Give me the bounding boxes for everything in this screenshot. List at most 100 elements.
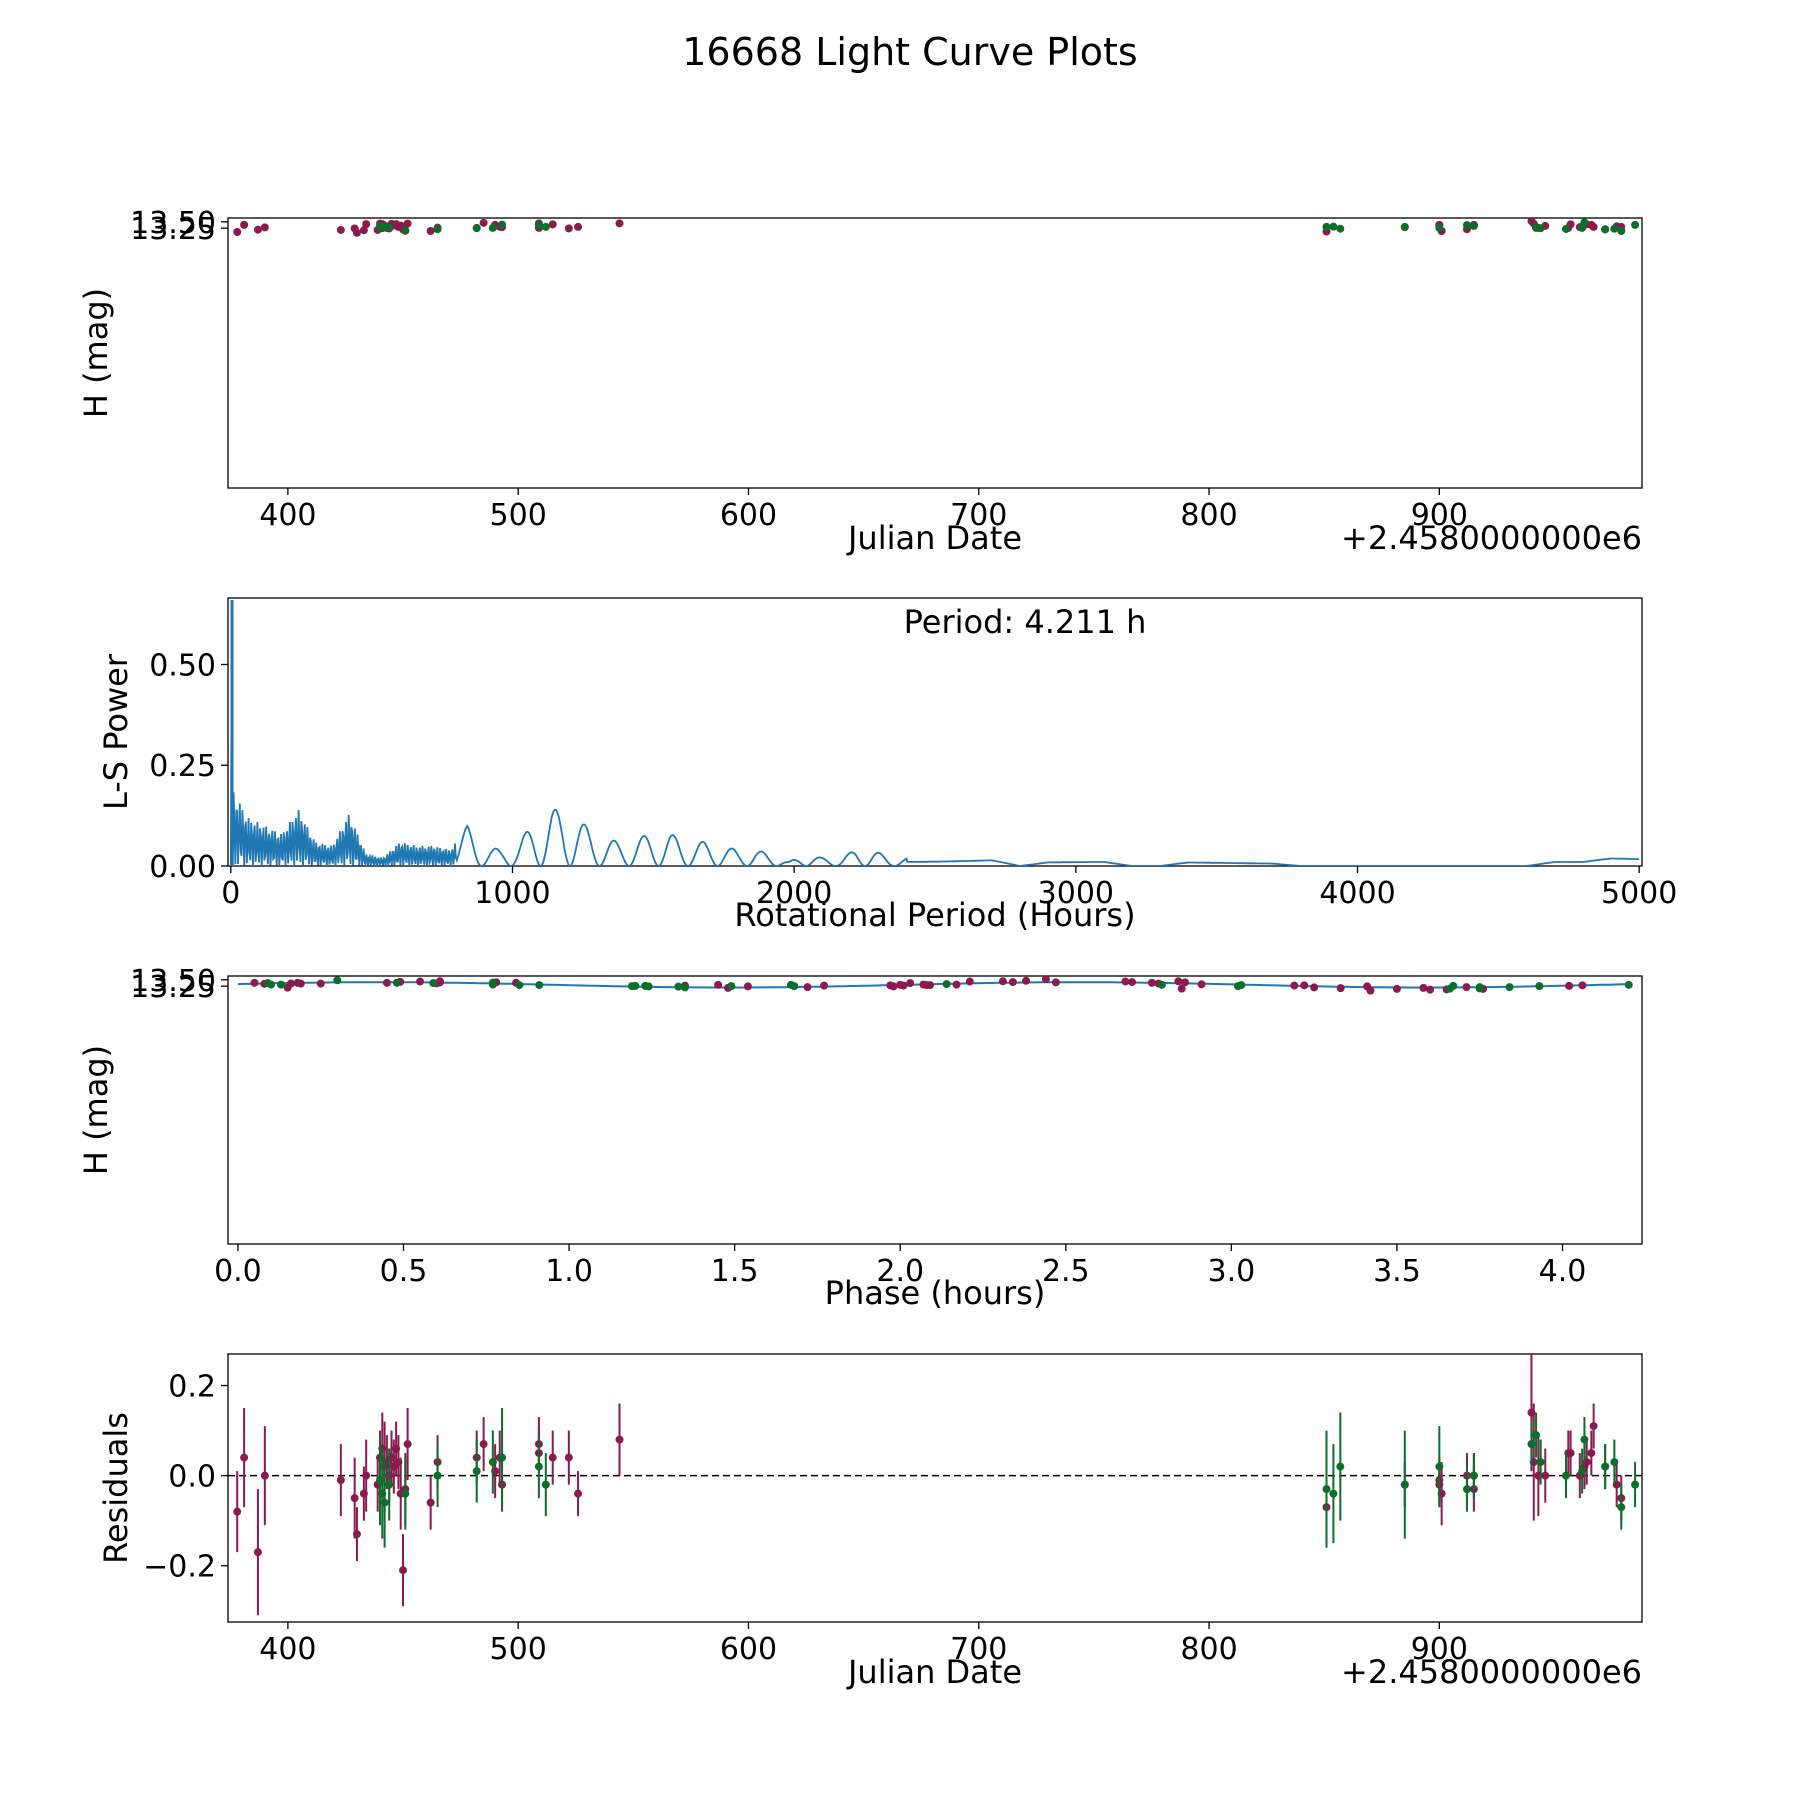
data-point [250,978,259,987]
data-point [260,223,269,232]
y-tick-label: 0.0 [168,1460,216,1495]
x-tick-label: 900 [1411,1632,1468,1667]
x-tick-label: 0 [221,876,240,911]
x-axis-label: Julian Date [846,1653,1022,1691]
data-point [1310,983,1319,992]
data-point [336,225,345,234]
data-point [1435,223,1444,232]
x-tick-label: 1.0 [545,1254,593,1289]
data-point [1532,1431,1541,1440]
data-point [435,978,444,987]
x-tick-label: 600 [720,498,777,533]
axes-frame [227,975,1643,1245]
data-point [233,1507,242,1516]
x-tick-label: 1.5 [711,1254,759,1289]
data-point [1157,980,1166,989]
data-point [1051,978,1060,987]
x-tick-label: 700 [950,1632,1007,1667]
x-tick-label: 2.5 [1042,1254,1090,1289]
data-layer [233,218,1640,237]
data-point [479,218,488,227]
data-point [1008,978,1017,987]
x-offset-text: +2.4580000000e6 [1341,1653,1642,1691]
data-point [1147,978,1156,987]
data-point [488,223,497,232]
data-point [1329,222,1338,231]
data-point [1601,1462,1610,1471]
data-point [1322,1485,1331,1494]
data-point [743,982,752,991]
data-point [1610,1458,1619,1467]
data-point [350,1494,359,1503]
data-point [820,981,829,990]
y-tick-label: 13.50 [130,964,216,999]
data-point [1121,977,1130,986]
x-tick-label: 4.0 [1539,1254,1587,1289]
data-point [362,1471,371,1480]
data-point [316,979,325,988]
data-point [515,981,524,990]
periodogram-line [229,600,1640,866]
data-point [1578,1467,1587,1476]
x-tick-label: 700 [950,498,1007,533]
y-axis-label: H (mag) [77,288,115,418]
data-point [1580,218,1589,227]
data-point [1566,1449,1575,1458]
data-point [727,982,736,991]
data-point [433,225,442,234]
data-point [680,983,689,992]
data-point [1580,1435,1589,1444]
data-point [1322,222,1331,231]
data-point [401,226,410,235]
data-point [296,979,305,988]
data-layer [237,976,1633,995]
data-point [488,978,497,987]
data-point [952,980,961,989]
y-axis-label: L-S Power [97,653,135,810]
data-point [1174,977,1183,986]
y-axis-label: H (mag) [77,1045,115,1175]
x-tick-label: 400 [259,1632,316,1667]
data-point [1181,978,1190,987]
data-point [1631,1480,1640,1489]
data-point [1587,1449,1596,1458]
y-tick-label: 13.25 [130,970,216,1005]
data-point [416,977,425,986]
y-tick-label: 0.2 [168,1370,216,1405]
data-point [1589,1422,1598,1431]
data-point [1601,225,1610,234]
data-point [401,1489,410,1498]
data-point [548,220,557,229]
data-point [1336,1462,1345,1471]
data-point [714,980,723,989]
data-point [1562,1471,1571,1480]
data-point [1536,1458,1545,1467]
data-point [399,1566,408,1575]
data-point [1449,981,1458,990]
data-point [564,224,573,233]
data-point [674,982,683,991]
axes-frame [227,217,1643,489]
axes-frame [227,597,1643,867]
data-point [1617,1503,1626,1512]
data-point [1400,1480,1409,1489]
data-point [1237,981,1246,990]
data-layer [228,1354,1642,1616]
data-point [790,982,799,991]
figure-title: 16668 Light Curve Plots [682,30,1137,74]
data-point [352,1530,361,1539]
x-tick-label: 400 [259,498,316,533]
data-point [1022,976,1031,985]
data-point [1336,984,1345,993]
data-point [1469,1471,1478,1480]
data-point [240,220,249,229]
x-tick-label: 5000 [1601,876,1677,911]
x-tick-label: 1000 [474,876,550,911]
data-point [429,979,438,988]
x-tick-label: 0.0 [214,1254,262,1289]
data-point [1578,981,1587,990]
data-point [1300,981,1309,990]
data-point [803,983,812,992]
